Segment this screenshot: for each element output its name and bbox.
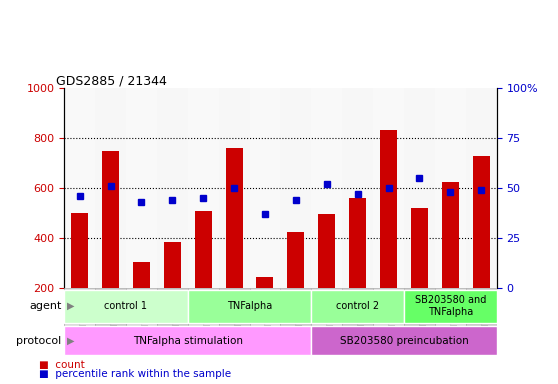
Text: ▶: ▶ [67, 301, 74, 311]
Bar [71, 213, 88, 288]
Text: GSM189809: GSM189809 [110, 291, 119, 342]
Bar [442, 182, 459, 288]
Text: GSM189814: GSM189814 [420, 291, 429, 342]
Bar [133, 262, 150, 288]
Text: GSM189819: GSM189819 [388, 291, 397, 342]
Text: TNFalpha: TNFalpha [227, 301, 272, 311]
Bar [219, 88, 249, 288]
Bar [435, 88, 466, 288]
Bar [257, 277, 273, 288]
Text: GSM189813: GSM189813 [172, 291, 181, 342]
Text: ■  percentile rank within the sample: ■ percentile rank within the sample [39, 369, 231, 379]
Bar [466, 88, 497, 288]
Bar [225, 148, 243, 288]
Text: SB203580 preincubation: SB203580 preincubation [340, 336, 468, 346]
Text: ■  count: ■ count [39, 360, 85, 370]
Bar [342, 88, 373, 288]
Text: control 2: control 2 [336, 301, 379, 311]
Text: TNFalpha stimulation: TNFalpha stimulation [133, 336, 243, 346]
Text: GSM189806: GSM189806 [203, 291, 212, 342]
Bar [380, 129, 397, 288]
Bar [95, 288, 126, 355]
Bar [126, 288, 157, 355]
Text: GSM189808: GSM189808 [234, 291, 243, 342]
Bar [249, 88, 280, 288]
Bar [187, 288, 219, 355]
Bar [404, 288, 435, 355]
Bar [404, 88, 435, 288]
Text: SB203580 and
TNFalpha: SB203580 and TNFalpha [415, 295, 486, 317]
Bar [411, 208, 428, 288]
Text: GSM189817: GSM189817 [358, 291, 367, 342]
Bar [342, 288, 373, 355]
Bar [64, 88, 95, 288]
Bar [280, 88, 311, 288]
Text: control 1: control 1 [104, 301, 147, 311]
Text: GSM189815: GSM189815 [327, 291, 336, 342]
Text: GSM189811: GSM189811 [141, 291, 151, 342]
Bar [157, 88, 187, 288]
Bar [187, 290, 311, 323]
Bar [311, 288, 342, 355]
Bar [473, 156, 490, 288]
Bar [64, 290, 187, 323]
Bar [187, 88, 219, 288]
Bar [126, 88, 157, 288]
Bar [311, 326, 497, 356]
Text: protocol: protocol [16, 336, 61, 346]
Bar [349, 198, 366, 288]
Bar [249, 288, 280, 355]
Bar [195, 210, 211, 288]
Text: GSM189807: GSM189807 [80, 291, 89, 342]
Bar [318, 214, 335, 288]
Bar [287, 232, 304, 288]
Bar [373, 288, 404, 355]
Bar [102, 151, 119, 288]
Bar [64, 326, 311, 356]
Bar [219, 288, 249, 355]
Text: GSM189812: GSM189812 [296, 291, 305, 342]
Bar [280, 288, 311, 355]
Bar [373, 88, 404, 288]
Text: agent: agent [29, 301, 61, 311]
Bar [311, 88, 342, 288]
Bar [435, 288, 466, 355]
Bar [404, 290, 497, 323]
Bar [157, 288, 187, 355]
Bar [64, 288, 95, 355]
Text: ▶: ▶ [67, 336, 74, 346]
Text: GDS2885 / 21344: GDS2885 / 21344 [56, 74, 166, 87]
Text: GSM189818: GSM189818 [481, 291, 490, 342]
Bar [466, 288, 497, 355]
Bar [311, 290, 404, 323]
Bar [164, 242, 181, 288]
Bar [95, 88, 126, 288]
Text: GSM189810: GSM189810 [265, 291, 274, 342]
Text: GSM189816: GSM189816 [450, 291, 459, 342]
